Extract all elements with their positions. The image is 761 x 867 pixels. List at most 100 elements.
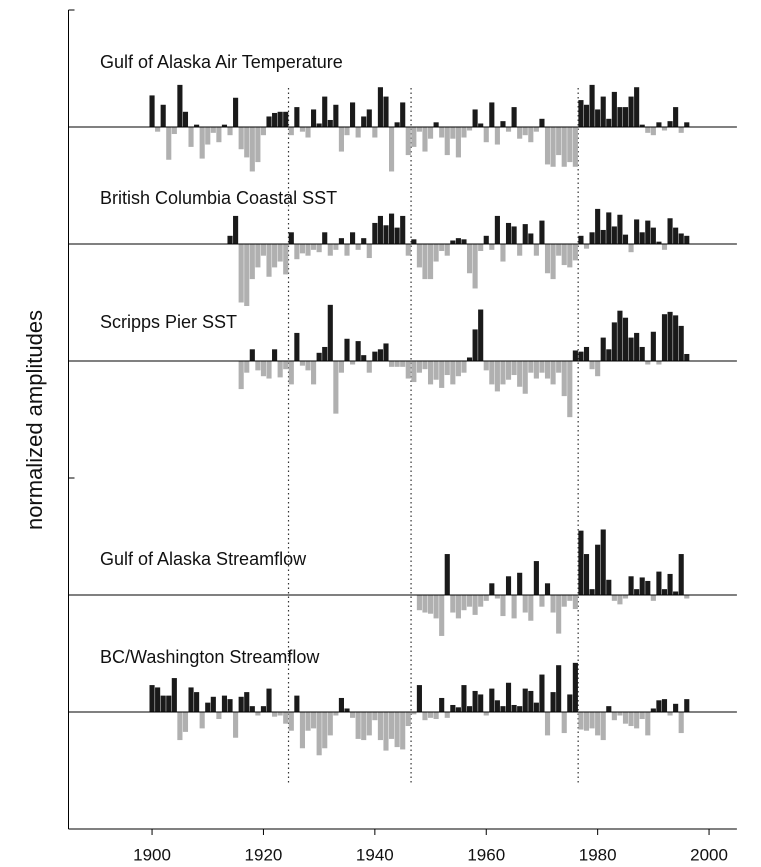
bar	[517, 572, 523, 595]
bar	[372, 712, 378, 721]
bar	[634, 712, 640, 729]
bar	[433, 595, 439, 619]
bar	[327, 119, 333, 127]
bar	[327, 304, 333, 361]
bar	[361, 712, 367, 741]
bar	[572, 662, 578, 712]
bar	[210, 127, 216, 133]
bar	[528, 595, 534, 621]
bar	[439, 361, 445, 388]
bar	[572, 595, 578, 610]
bar	[561, 361, 567, 397]
bar	[288, 232, 294, 244]
bar	[667, 712, 673, 716]
bar	[500, 706, 506, 712]
bar	[505, 576, 512, 595]
bar	[572, 127, 578, 167]
series-title: BC/Washington Streamflow	[100, 647, 320, 667]
bar	[583, 346, 590, 361]
bar	[556, 244, 562, 256]
bar	[227, 235, 233, 244]
bar	[238, 244, 244, 303]
bar	[634, 589, 640, 595]
bar	[244, 361, 250, 373]
bar	[266, 688, 272, 712]
bar	[333, 361, 339, 414]
bar	[294, 244, 300, 260]
bar	[622, 317, 629, 361]
bar	[333, 244, 339, 250]
bar	[344, 338, 350, 361]
bar	[611, 595, 617, 601]
bar	[645, 127, 651, 133]
bar	[489, 102, 495, 127]
bar	[244, 127, 250, 158]
bar	[622, 595, 629, 599]
bar	[322, 712, 328, 749]
bar	[444, 244, 450, 256]
bar	[505, 361, 512, 380]
bar	[394, 122, 400, 127]
bar	[305, 712, 311, 731]
bar	[283, 111, 289, 127]
bar	[483, 127, 489, 143]
bar	[595, 208, 601, 244]
bar	[427, 127, 434, 139]
bar	[539, 595, 545, 607]
bar	[160, 695, 166, 712]
bar	[505, 682, 512, 712]
bar	[617, 107, 623, 127]
bar	[673, 227, 679, 244]
bar	[182, 712, 189, 732]
bar	[294, 695, 300, 712]
bar	[617, 595, 623, 605]
bar	[322, 96, 328, 127]
bar	[639, 712, 645, 720]
bar	[572, 350, 578, 361]
bar	[595, 712, 601, 736]
bar	[461, 685, 467, 712]
bar	[650, 127, 656, 136]
bar	[416, 244, 422, 268]
bar	[416, 127, 422, 132]
bar	[388, 712, 395, 739]
bar	[567, 127, 573, 163]
bar	[400, 361, 406, 367]
bar	[411, 712, 417, 715]
bar	[221, 695, 228, 712]
bar	[639, 124, 645, 127]
bar	[589, 84, 595, 127]
bar	[338, 361, 344, 373]
bar	[344, 127, 350, 136]
bar	[361, 116, 367, 127]
bar	[478, 595, 484, 607]
bar	[661, 314, 668, 361]
bar	[589, 589, 595, 595]
bar	[550, 361, 556, 385]
bar	[589, 712, 595, 729]
bar	[316, 712, 322, 756]
bar	[684, 699, 690, 712]
bar	[634, 87, 640, 127]
bar	[500, 595, 506, 617]
bar	[155, 127, 161, 132]
bar	[260, 127, 267, 136]
bar	[383, 712, 389, 751]
bar	[583, 244, 590, 249]
bar	[461, 127, 467, 138]
bar	[489, 361, 495, 385]
bar	[567, 244, 573, 268]
bar	[221, 124, 228, 127]
bar	[427, 244, 434, 280]
bar	[466, 595, 473, 607]
bar	[344, 708, 350, 712]
bar	[533, 127, 539, 132]
bar	[461, 361, 467, 373]
bar	[528, 127, 534, 143]
series-title: Scripps Pier SST	[100, 312, 237, 332]
bar	[684, 235, 690, 244]
bar	[277, 361, 283, 378]
bar	[578, 351, 584, 361]
